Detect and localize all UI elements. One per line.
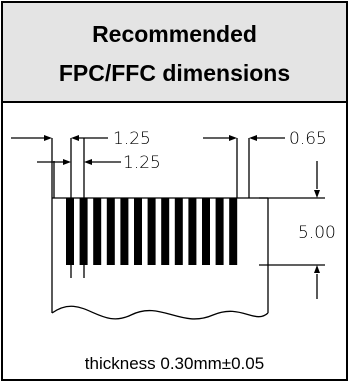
dim-label-pitch-inner: 1.25	[123, 153, 161, 173]
dim-label-contact-length: 5.00	[298, 223, 336, 243]
dim-lines-5-00	[259, 161, 325, 299]
contact-pad	[188, 198, 197, 265]
contact-pad	[161, 198, 170, 265]
dim-label-pitch-outer: 1.25	[113, 129, 151, 149]
header-panel: Recommended FPC/FFC dimensions	[3, 3, 346, 103]
arrowhead	[229, 135, 237, 141]
contact-pad	[66, 198, 74, 265]
contact-pad	[202, 198, 210, 265]
contact-pads	[66, 198, 238, 265]
contact-pad	[79, 198, 88, 265]
arrowhead	[63, 159, 71, 165]
contact-pad	[134, 198, 142, 265]
contact-pad	[120, 198, 129, 265]
arrowhead	[249, 135, 257, 141]
contact-pad	[215, 198, 224, 265]
thickness-caption: thickness 0.30mm±0.05	[84, 354, 265, 373]
contact-pad	[229, 198, 238, 265]
contact-pad	[93, 198, 102, 265]
arrowhead	[71, 135, 79, 141]
contact-pad	[174, 198, 183, 265]
fpc-outline	[51, 197, 269, 320]
arrowhead	[314, 265, 320, 273]
arrowhead	[84, 159, 92, 165]
title-line-1: Recommended	[92, 21, 257, 47]
fpc-dimension-drawing: 1.25 1.25 0.65 5.00	[11, 129, 336, 320]
title-line-2: FPC/FFC dimensions	[58, 60, 291, 86]
arrowhead	[314, 190, 320, 198]
arrowhead	[44, 135, 52, 141]
contact-pad	[147, 198, 156, 265]
contact-pad	[106, 198, 115, 265]
dim-label-edge-offset: 0.65	[289, 129, 327, 149]
